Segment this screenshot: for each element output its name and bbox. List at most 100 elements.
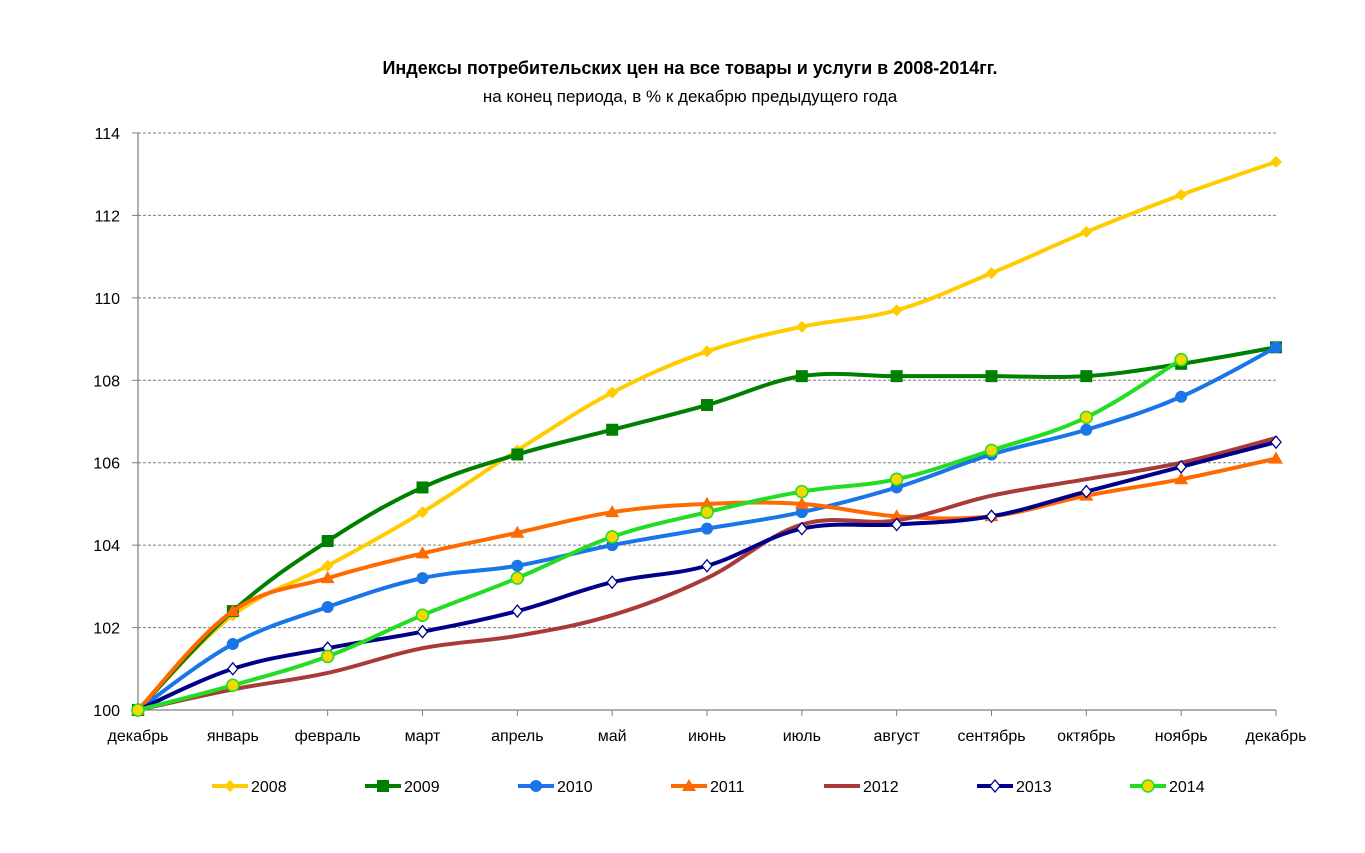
chart-title: Индексы потребительских цен на все товар…: [382, 58, 997, 78]
data-point: [606, 575, 619, 590]
data-point: [511, 559, 524, 572]
data-point: [985, 509, 998, 524]
data-point: [226, 678, 240, 693]
y-tick-label: 104: [93, 538, 120, 555]
legend-item: 2008: [212, 779, 287, 796]
legend-item: 2009: [365, 779, 440, 796]
data-point: [795, 320, 808, 333]
y-tick-label: 112: [94, 208, 120, 225]
x-tick-label: сентябрь: [957, 728, 1025, 745]
data-point: [321, 600, 334, 613]
data-point: [890, 370, 903, 383]
data-point: [226, 661, 239, 676]
legend-label: 2012: [863, 779, 899, 796]
data-point: [511, 604, 524, 619]
data-point: [795, 521, 808, 536]
x-tick-label: февраль: [295, 728, 361, 745]
legend-item: 2013: [977, 778, 1052, 796]
data-point: [606, 386, 619, 399]
data-point: [795, 506, 808, 519]
data-point: [415, 608, 430, 622]
data-point: [701, 399, 713, 412]
data-point: [984, 443, 999, 458]
data-point: [700, 505, 714, 519]
data-point: [701, 522, 713, 535]
x-tick-label: июль: [783, 728, 821, 745]
data-point: [794, 496, 809, 509]
legend-label: 2013: [1016, 779, 1052, 796]
data-point: [511, 448, 524, 461]
legend-item: 2012: [824, 779, 899, 796]
x-tick-label: март: [405, 728, 441, 745]
data-point: [985, 370, 998, 383]
legend: 2008 2009 2010 2011 2012 2013 2014: [212, 778, 1205, 796]
data-point: [224, 780, 236, 792]
series-2012: [136, 435, 1278, 712]
legend-item: 2010: [518, 779, 593, 796]
chart-subtitle: на конец периода, в % к декабрю предыдущ…: [483, 87, 898, 106]
data-point: [682, 779, 696, 791]
x-tick-label: май: [598, 728, 627, 745]
x-tick-label: август: [873, 728, 920, 745]
legend-item: 2011: [671, 779, 745, 796]
y-tick-label: 110: [94, 291, 120, 308]
series-2014: [131, 352, 1188, 717]
series-line: [136, 435, 1278, 712]
data-point: [1175, 459, 1188, 474]
data-point: [889, 472, 904, 486]
data-point: [321, 559, 334, 572]
data-point: [226, 638, 239, 651]
data-point: [1270, 341, 1282, 354]
series-2009: [132, 341, 1282, 716]
data-point: [605, 530, 619, 544]
data-point: [416, 572, 429, 585]
data-point: [131, 703, 145, 717]
data-point: [415, 546, 430, 559]
axes: 100 102 104 106 108 110 112 114 декабрь январь фев…: [93, 126, 1306, 745]
x-tick-label: январь: [207, 728, 259, 745]
data-point: [510, 525, 525, 538]
data-point: [1080, 225, 1093, 238]
data-point: [1174, 472, 1189, 485]
legend-label: 2011: [710, 779, 745, 796]
y-tick-label: 108: [93, 373, 120, 390]
data-point: [795, 370, 808, 383]
series-2010: [132, 341, 1282, 716]
data-point: [1174, 352, 1188, 367]
legend-label: 2014: [1169, 779, 1205, 796]
data-point: [1080, 484, 1093, 499]
data-point: [1175, 188, 1188, 201]
data-point: [510, 571, 525, 585]
data-point: [701, 558, 713, 573]
data-point: [989, 778, 1001, 794]
data-point: [700, 496, 714, 509]
data-point: [321, 535, 334, 548]
x-tick-label: декабрь: [1246, 728, 1307, 745]
data-point: [605, 505, 620, 518]
data-point: [416, 624, 429, 639]
y-tick-label: 102: [93, 621, 120, 638]
data-point: [1269, 451, 1283, 464]
data-point: [890, 517, 903, 532]
data-point: [377, 780, 389, 792]
data-point: [1270, 155, 1282, 168]
data-point: [606, 423, 619, 436]
legend-label: 2010: [557, 779, 593, 796]
legend-label: 2009: [404, 779, 440, 796]
data-point: [320, 571, 335, 584]
data-point: [416, 481, 429, 494]
series-2008: [132, 155, 1282, 716]
y-tick-label: 106: [93, 456, 120, 473]
series-lines: [131, 155, 1283, 718]
data-point: [416, 506, 429, 519]
data-point: [1080, 370, 1093, 383]
x-tick-label: ноябрь: [1155, 728, 1208, 745]
data-point: [1141, 779, 1155, 793]
data-point: [530, 780, 542, 792]
x-tick-label: апрель: [491, 728, 544, 745]
legend-label: 2008: [251, 779, 287, 796]
x-tick-label: октябрь: [1057, 728, 1115, 745]
legend-item: 2014: [1130, 779, 1205, 796]
data-point: [1270, 435, 1282, 450]
